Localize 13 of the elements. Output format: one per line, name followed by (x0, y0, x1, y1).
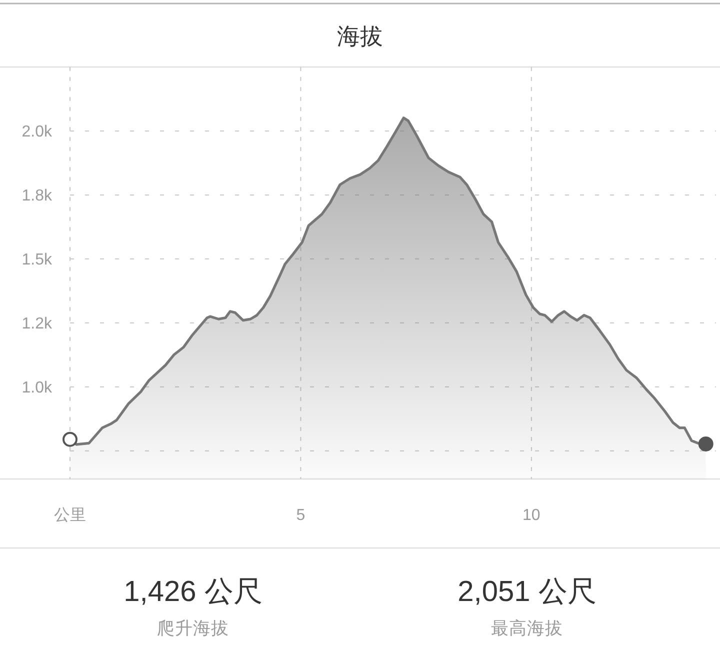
y-tick-label: 1.8k (22, 187, 52, 204)
stat-value: 1,426 公尺 (124, 576, 262, 608)
title: 海拔 (337, 23, 383, 49)
stat-value: 2,051 公尺 (458, 576, 596, 608)
x-tick-label: 10 (522, 507, 540, 524)
x-tick-label: 5 (296, 507, 306, 524)
y-tick-label: 1.2k (22, 315, 52, 332)
stat-label: 爬升海拔 (157, 618, 229, 638)
y-tick-label: 1.0k (22, 379, 52, 396)
stat-label: 最高海拔 (491, 618, 563, 638)
y-tick-label: 1.5k (22, 251, 52, 268)
y-tick-label: 2.0k (22, 123, 52, 140)
x-tick-label: 公里 (54, 507, 86, 524)
